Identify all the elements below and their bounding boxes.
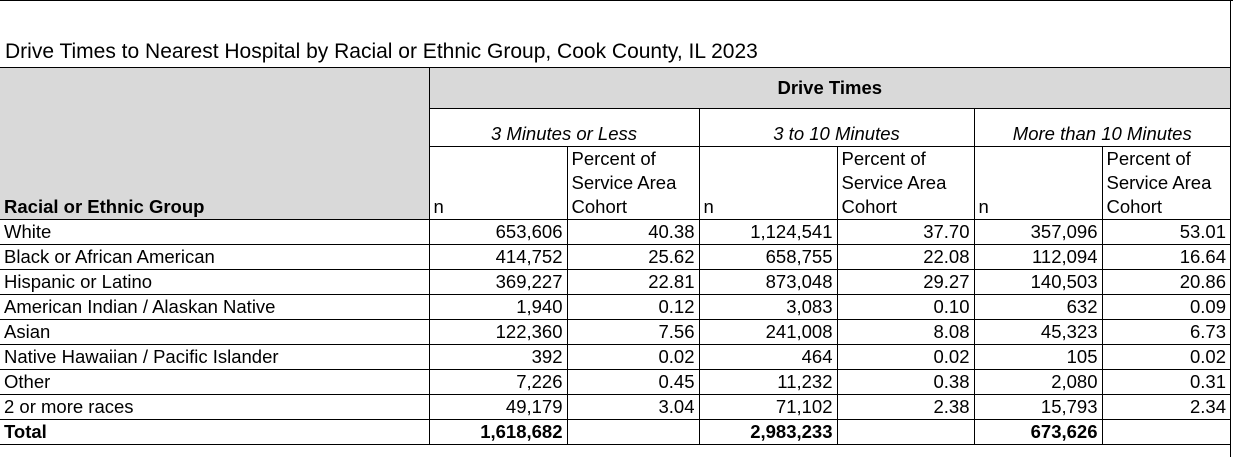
n-header: n <box>428 146 567 220</box>
count-cell: 71,102 <box>698 394 837 420</box>
bucket-header-3-to-10: 3 to 10 Minutes <box>698 108 974 147</box>
percent-cell: 0.45 <box>566 369 699 395</box>
group-label: Other <box>0 369 429 395</box>
count-cell: 673,626 <box>973 419 1102 445</box>
n-header: n <box>973 146 1102 220</box>
percent-cell: 22.81 <box>566 269 699 295</box>
bucket-header-more-than-10: More than 10 Minutes <box>973 108 1230 147</box>
percent-cell: 20.86 <box>1101 269 1230 295</box>
percent-cell: 0.31 <box>1101 369 1230 395</box>
percent-cell: 53.01 <box>1101 219 1230 245</box>
count-cell: 3,083 <box>698 294 837 320</box>
count-cell: 2,983,233 <box>698 419 837 445</box>
group-label: Native Hawaiian / Pacific Islander <box>0 344 429 370</box>
percent-cell: 7.56 <box>566 319 699 345</box>
table-row: White 653,606 40.38 1,124,541 37.70 357,096 53… <box>0 219 1230 245</box>
header-row-subcolumns: n Percent of Service Area Cohort n Perce… <box>0 146 1230 220</box>
percent-cell: 0.38 <box>836 369 974 395</box>
percent-cell: 3.04 <box>566 394 699 420</box>
sheet-top-border <box>0 0 1233 1</box>
percent-cell: 22.08 <box>836 244 974 270</box>
percent-header: Percent of Service Area Cohort <box>836 146 974 220</box>
count-cell: 112,094 <box>973 244 1102 270</box>
percent-cell: 29.27 <box>836 269 974 295</box>
percent-cell <box>566 419 699 445</box>
group-label: American Indian / Alaskan Native <box>0 294 429 320</box>
percent-cell <box>1101 419 1230 445</box>
count-cell: 658,755 <box>698 244 837 270</box>
count-cell: 1,618,682 <box>428 419 567 445</box>
count-cell: 140,503 <box>973 269 1102 295</box>
header-row-buckets: 3 Minutes or Less 3 to 10 Minutes More t… <box>0 108 1230 147</box>
percent-cell: 37.70 <box>836 219 974 245</box>
percent-header: Percent of Service Area Cohort <box>566 146 699 220</box>
count-cell: 873,048 <box>698 269 837 295</box>
sheet-right-border <box>1230 0 1231 457</box>
table-row: Black or African American 414,752 25.62 658… <box>0 244 1230 270</box>
percent-cell: 0.12 <box>566 294 699 320</box>
table-row: Native Hawaiian / Pacific Islander 392 0.0… <box>0 344 1230 370</box>
n-header: n <box>698 146 837 220</box>
total-row: Total 1,618,682 2,983,233 673,626 <box>0 419 1230 445</box>
drive-times-table: Racial or Ethnic Group Drive Times 3 Min… <box>0 67 1230 445</box>
total-label: Total <box>0 419 429 445</box>
table-row: Asian 122,360 7.56 241,008 8.08 45,323 6.73 <box>0 319 1230 345</box>
table-body: White 653,606 40.38 1,124,541 37.70 357,096 53… <box>0 219 1230 445</box>
count-cell: 105 <box>973 344 1102 370</box>
table-row: Other 7,226 0.45 11,232 0.38 2,080 0.31 <box>0 369 1230 395</box>
count-cell: 357,096 <box>973 219 1102 245</box>
count-cell: 464 <box>698 344 837 370</box>
count-cell: 7,226 <box>428 369 567 395</box>
percent-cell: 0.02 <box>836 344 974 370</box>
count-cell: 2,080 <box>973 369 1102 395</box>
count-cell: 369,227 <box>428 269 567 295</box>
table-row: American Indian / Alaskan Native 1,940 0.1… <box>0 294 1230 320</box>
percent-cell: 0.10 <box>836 294 974 320</box>
row-label-header: Racial or Ethnic Group <box>0 67 429 220</box>
group-label: Black or African American <box>0 244 429 270</box>
count-cell: 45,323 <box>973 319 1102 345</box>
percent-cell: 2.34 <box>1101 394 1230 420</box>
percent-cell: 0.02 <box>566 344 699 370</box>
count-cell: 241,008 <box>698 319 837 345</box>
count-cell: 49,179 <box>428 394 567 420</box>
table-title: Drive Times to Nearest Hospital by Racia… <box>5 40 758 63</box>
percent-header: Percent of Service Area Cohort <box>1101 146 1230 220</box>
percent-cell: 40.38 <box>566 219 699 245</box>
drive-times-header: Drive Times <box>428 67 1230 109</box>
table-row: 2 or more races 49,179 3.04 71,102 2.38 15,79… <box>0 394 1230 420</box>
percent-cell: 6.73 <box>1101 319 1230 345</box>
count-cell: 11,232 <box>698 369 837 395</box>
group-label: Hispanic or Latino <box>0 269 429 295</box>
count-cell: 15,793 <box>973 394 1102 420</box>
table-row: Hispanic or Latino 369,227 22.81 873,048 29.… <box>0 269 1230 295</box>
header-row-group: Racial or Ethnic Group Drive Times <box>0 67 1230 220</box>
percent-cell: 2.38 <box>836 394 974 420</box>
count-cell: 414,752 <box>428 244 567 270</box>
percent-cell: 8.08 <box>836 319 974 345</box>
count-cell: 632 <box>973 294 1102 320</box>
group-label: Asian <box>0 319 429 345</box>
percent-cell: 16.64 <box>1101 244 1230 270</box>
group-label: 2 or more races <box>0 394 429 420</box>
count-cell: 392 <box>428 344 567 370</box>
group-label: White <box>0 219 429 245</box>
percent-cell: 0.02 <box>1101 344 1230 370</box>
count-cell: 1,940 <box>428 294 567 320</box>
percent-cell <box>836 419 974 445</box>
count-cell: 653,606 <box>428 219 567 245</box>
count-cell: 122,360 <box>428 319 567 345</box>
percent-cell: 0.09 <box>1101 294 1230 320</box>
count-cell: 1,124,541 <box>698 219 837 245</box>
bucket-header-3-or-less: 3 Minutes or Less <box>428 108 699 147</box>
percent-cell: 25.62 <box>566 244 699 270</box>
